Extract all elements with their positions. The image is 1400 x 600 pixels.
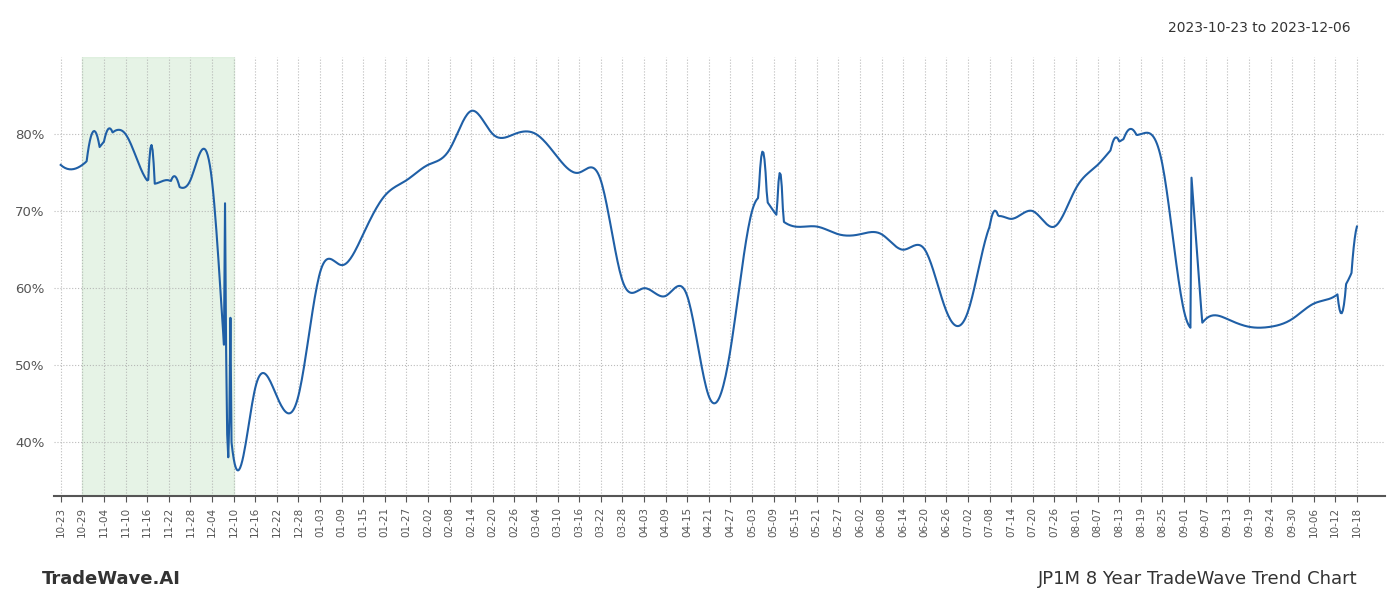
Text: TradeWave.AI: TradeWave.AI [42,570,181,588]
Text: 2023-10-23 to 2023-12-06: 2023-10-23 to 2023-12-06 [1169,21,1351,35]
Text: JP1M 8 Year TradeWave Trend Chart: JP1M 8 Year TradeWave Trend Chart [1039,570,1358,588]
Bar [83,57,234,496]
